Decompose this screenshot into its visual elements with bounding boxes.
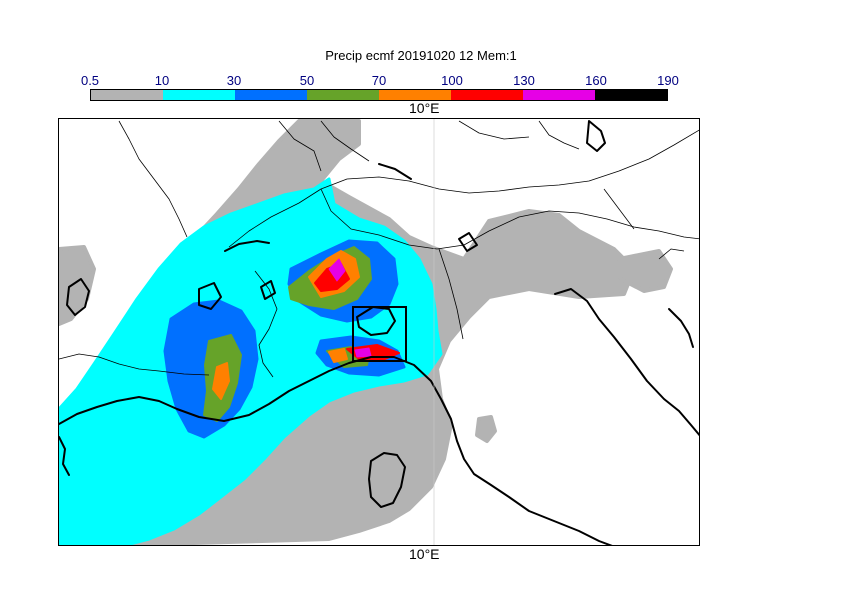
precip-band-magenta [328,258,372,358]
colorbar-label: 30 [226,73,242,88]
highlight-box [352,306,407,362]
colorbar-cell [307,90,379,100]
colorbar-label: 70 [371,73,387,88]
colorbar-cell [91,90,163,100]
colorbar-cell [163,90,235,100]
colorbar-label: 130 [513,73,535,88]
colorbar [90,89,668,101]
colorbar-cell [595,90,667,100]
colorbar-label: 0.5 [80,73,100,88]
coastlines [59,120,699,545]
borders [59,120,699,378]
colorbar-label: 10 [154,73,170,88]
map-panel [58,118,700,546]
chart-title: Precip ecmf 20191020 12 Mem:1 [325,48,517,63]
bottom-longitude-label: 10°E [409,546,440,562]
colorbar-label: 190 [657,73,679,88]
top-longitude-label: 10°E [409,100,440,116]
precip-map [59,119,699,545]
colorbar-label: 160 [585,73,607,88]
colorbar-label: 100 [441,73,463,88]
colorbar-cell [523,90,595,100]
colorbar-cell [235,90,307,100]
colorbar-labels: 0.5 10 30 50 70 100 130 160 190 [0,73,842,89]
colorbar-label: 50 [299,73,315,88]
colorbar-cell [451,90,523,100]
colorbar-cell [379,90,451,100]
